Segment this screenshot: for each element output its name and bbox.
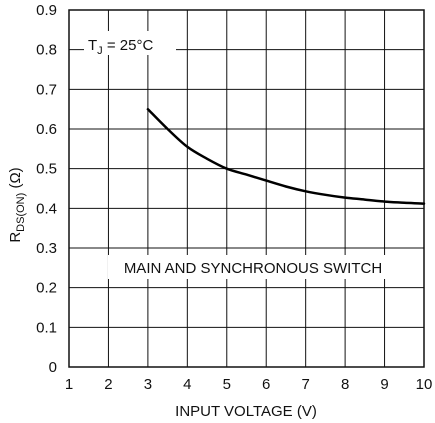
curve-label: MAIN AND SYNCHRONOUS SWITCH [124,260,382,277]
condition-label: TJ = 25°C [88,37,153,57]
x-axis-title: INPUT VOLTAGE (V) [175,403,317,420]
x-tick-label: 1 [65,376,73,393]
y-axis-title-symbol: R [7,232,24,243]
y-axis-ticks: 0 0.1 0.2 0.3 0.4 0.5 0.6 0.7 0.8 0.9 [36,2,57,376]
y-axis-title-unit: (Ω) [7,167,24,192]
y-axis-title: RDS(ON) (Ω) [7,167,27,242]
condition-label-subscript: J [97,45,103,57]
y-tick-label: 0 [49,359,57,376]
grid [68,9,425,368]
condition-label-bg [84,31,176,55]
plot-frame [68,9,425,368]
series-layer [146,107,426,205]
condition-label-symbol: T [88,37,97,54]
x-tick-label: 2 [104,376,112,393]
y-axis-title-subscript: DS(ON) [15,193,27,232]
y-tick-label: 0.6 [36,121,57,138]
condition-label-value: = 25°C [103,37,154,54]
x-tick-label: 4 [183,376,191,393]
series-line [146,107,426,205]
plot-border [68,9,425,368]
x-tick-label: 8 [341,376,349,393]
x-tick-label: 10 [416,376,433,393]
y-tick-label: 0.7 [36,81,57,98]
x-tick-label: 3 [144,376,152,393]
y-tick-label: 0.9 [36,2,57,19]
y-tick-label: 0.4 [36,200,57,217]
x-tick-label: 5 [223,376,231,393]
x-tick-label: 6 [262,376,270,393]
y-tick-label: 0.8 [36,42,57,59]
x-axis-ticks: 1 2 3 4 5 6 7 8 9 10 [65,376,433,393]
curve-label-bg [108,255,400,279]
y-tick-label: 0.2 [36,280,57,297]
y-tick-label: 0.3 [36,240,57,257]
y-tick-label: 0.1 [36,319,57,336]
x-tick-label: 7 [301,376,309,393]
x-tick-label: 9 [380,376,388,393]
y-tick-label: 0.5 [36,161,57,178]
